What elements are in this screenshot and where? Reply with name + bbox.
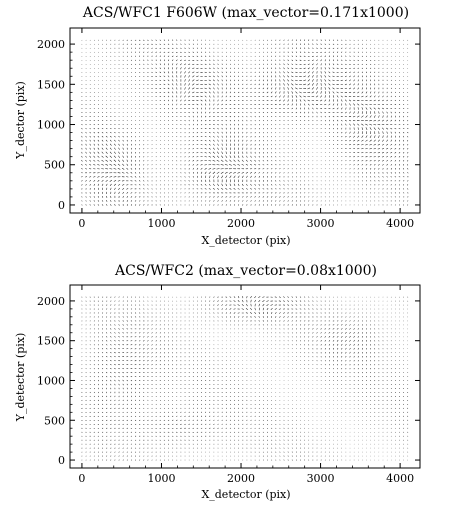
x-tick-label: 4000 <box>386 472 414 485</box>
y-tick-label: 0 <box>58 199 65 212</box>
x-axis-label: X_detector (pix) <box>201 234 290 247</box>
y-axis-ticks: 0 500 1000 1500 2000 <box>37 295 420 467</box>
y-tick-label: 1000 <box>37 119 65 132</box>
y-tick-label: 2000 <box>37 295 65 308</box>
vector-field <box>81 39 409 206</box>
y-tick-label: 1000 <box>37 374 65 387</box>
y-axis-label: Y_dector (pix) <box>14 81 27 160</box>
chart-title: ACS/WFC2 (max_vector=0.08x1000) <box>114 263 377 279</box>
x-tick-label: 2000 <box>227 217 255 230</box>
x-tick-label: 0 <box>78 217 85 230</box>
y-tick-label: 2000 <box>37 38 65 51</box>
plot-frame <box>69 27 421 214</box>
chart-panel-wfc2: ACS/WFC2 (max_vector=0.08x1000) 0 1000 200… <box>14 263 421 501</box>
x-tick-label: 4000 <box>386 217 414 230</box>
vector-arrows <box>81 39 409 206</box>
x-tick-label: 0 <box>78 472 85 485</box>
y-tick-label: 1500 <box>37 335 65 348</box>
plot-frame <box>69 284 421 469</box>
x-axis-ticks: 0 1000 2000 3000 4000 <box>78 285 414 485</box>
vector-field <box>81 295 409 461</box>
x-tick-label: 1000 <box>147 472 175 485</box>
x-tick-label: 3000 <box>307 472 335 485</box>
x-tick-label: 3000 <box>307 217 335 230</box>
y-tick-label: 0 <box>58 454 65 467</box>
chart-panel-wfc1: ACS/WFC1 F606W (max_vector=0.171x1000) 0… <box>14 5 421 247</box>
y-tick-label: 1500 <box>37 78 65 91</box>
y-axis-ticks: 0 500 1000 1500 2000 <box>37 38 420 212</box>
vector-arrows <box>81 295 409 461</box>
x-axis-ticks: 0 1000 2000 3000 4000 <box>78 28 414 230</box>
x-tick-label: 2000 <box>227 472 255 485</box>
y-axis-label: Y_detector (pix) <box>14 333 27 423</box>
chart-title: ACS/WFC1 F606W (max_vector=0.171x1000) <box>82 5 409 21</box>
x-axis-label: X_detector (pix) <box>201 488 290 501</box>
y-tick-label: 500 <box>44 414 65 427</box>
x-tick-label: 1000 <box>147 217 175 230</box>
y-tick-label: 500 <box>44 159 65 172</box>
